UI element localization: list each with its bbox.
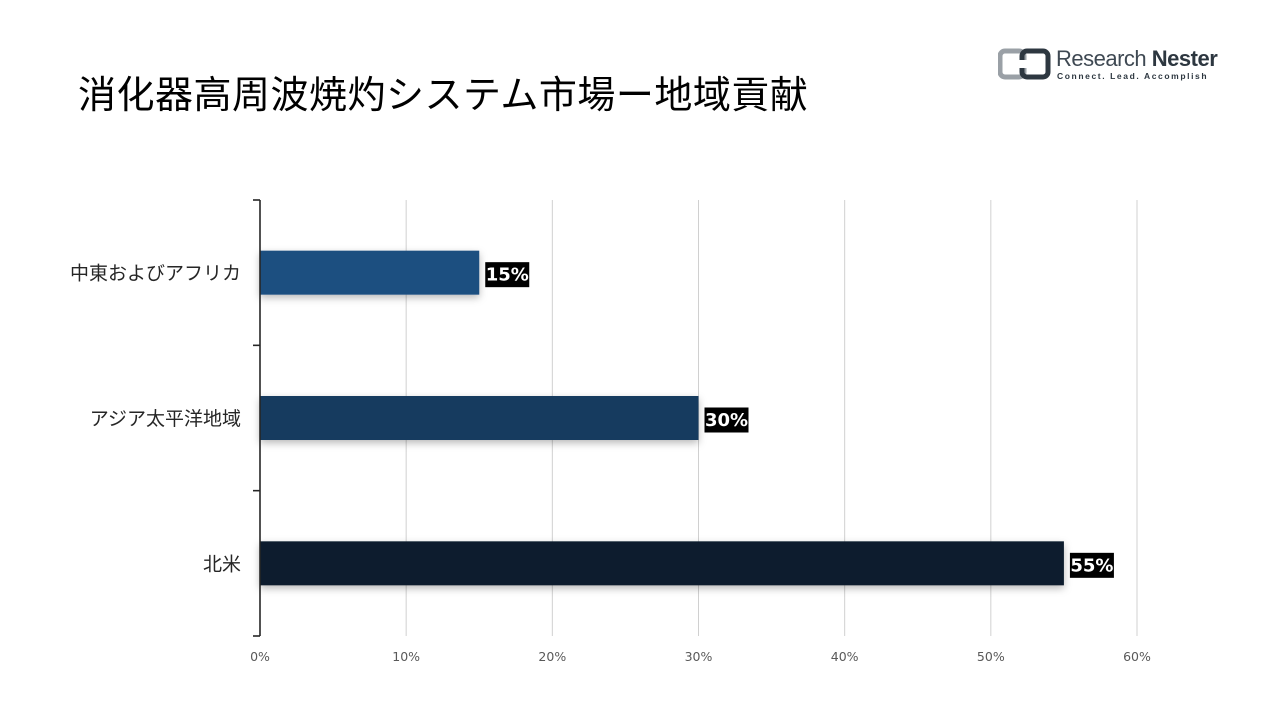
brand-logo: Research Nester Connect. Lead. Accomplis…: [998, 46, 1228, 86]
brand-tagline: Connect. Lead. Accomplish: [1057, 71, 1209, 81]
bar: [260, 250, 480, 295]
category-label: 中東およびアフリカ: [70, 263, 241, 285]
labels: 0% 10% 20% 30% 40% 50% 60% 中東およびアフリカ 15% アジア太平洋地域…: [70, 262, 1151, 664]
bars: [260, 250, 1064, 586]
x-tick-label: 50%: [977, 649, 1005, 664]
research-nester-logo-icon: [998, 48, 1051, 80]
x-tick-label: 20%: [538, 649, 566, 664]
axes: [253, 199, 261, 637]
data-label: 30%: [705, 410, 748, 431]
brand-name: Research Nester: [1056, 46, 1218, 72]
brand-name-nester: Nester: [1151, 46, 1218, 71]
x-tick-label: 10%: [392, 649, 420, 664]
x-tick-label: 30%: [685, 649, 713, 664]
chart-title: 消化器高周波焼灼システム市場ー地域貢献: [78, 73, 809, 117]
x-tick-label: 40%: [831, 649, 859, 664]
bar: [260, 396, 699, 440]
x-tick-label: 0%: [250, 649, 270, 664]
category-label: 北米: [203, 553, 241, 575]
data-label-background: [485, 262, 530, 288]
category-label: アジア太平洋地域: [90, 408, 241, 430]
data-label: 55%: [1070, 555, 1113, 576]
bar: [260, 541, 1064, 586]
x-tick-label: 60%: [1123, 649, 1151, 664]
data-label-background: [1069, 552, 1114, 578]
brand-name-research: Research: [1056, 46, 1147, 71]
data-label-background: [704, 407, 749, 433]
data-label: 15%: [486, 265, 529, 286]
